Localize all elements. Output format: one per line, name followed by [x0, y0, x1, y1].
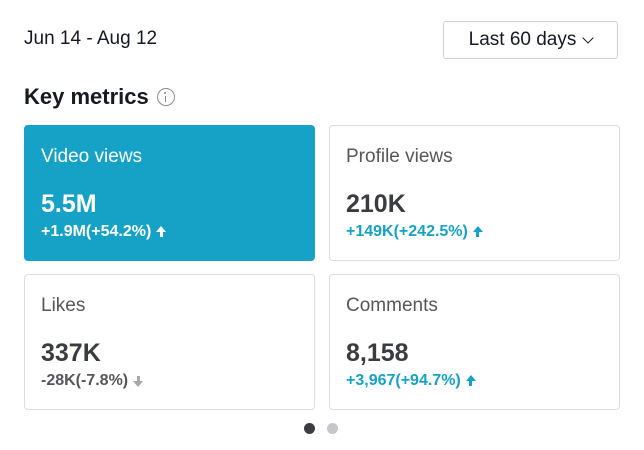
metric-change: +1.9M(+54.2%) — [41, 223, 167, 241]
metric-value: 8,158 — [346, 339, 409, 367]
metric-card-video-views[interactable]: Video views 5.5M +1.9M(+54.2%) — [24, 125, 315, 261]
metric-value: 210K — [346, 190, 406, 218]
chevron-down-icon — [582, 31, 595, 44]
pagination-dot-2[interactable] — [327, 423, 338, 434]
metric-change-text: +149K(+242.5%) — [346, 223, 468, 240]
metric-label: Profile views — [346, 146, 453, 167]
metric-change: -28K(-7.8%) — [41, 372, 144, 390]
metric-card-likes[interactable]: Likes 337K -28K(-7.8%) — [24, 274, 315, 410]
metric-change-text: -28K(-7.8%) — [41, 372, 129, 389]
period-dropdown-value: Last 60 days — [468, 29, 577, 50]
metric-label: Video views — [41, 146, 143, 167]
metric-value: 337K — [41, 339, 101, 367]
arrow-up-icon — [465, 375, 476, 386]
metric-change-text: +3,967(+94.7%) — [346, 372, 461, 389]
metric-label: Comments — [346, 295, 438, 316]
info-icon[interactable] — [156, 88, 175, 106]
arrow-up-icon — [472, 226, 483, 237]
metric-value: 5.5M — [41, 190, 97, 218]
pagination-dot-1[interactable] — [304, 423, 315, 434]
metric-change-text: +1.9M(+54.2%) — [41, 223, 152, 240]
section-title: Key metrics — [24, 84, 149, 109]
arrow-down-icon — [133, 376, 144, 387]
metric-card-comments[interactable]: Comments 8,158 +3,967(+94.7%) — [329, 274, 620, 410]
date-range: Jun 14 - Aug 12 — [24, 28, 158, 49]
metric-label: Likes — [41, 295, 86, 316]
arrow-up-icon — [156, 226, 167, 237]
period-dropdown[interactable]: Last 60 days — [443, 21, 618, 59]
metric-change: +3,967(+94.7%) — [346, 372, 476, 390]
metric-card-profile-views[interactable]: Profile views 210K +149K(+242.5%) — [329, 125, 620, 261]
pagination-dots — [304, 423, 338, 434]
metric-change: +149K(+242.5%) — [346, 223, 483, 241]
key-metrics-heading: Key metrics — [24, 84, 175, 110]
